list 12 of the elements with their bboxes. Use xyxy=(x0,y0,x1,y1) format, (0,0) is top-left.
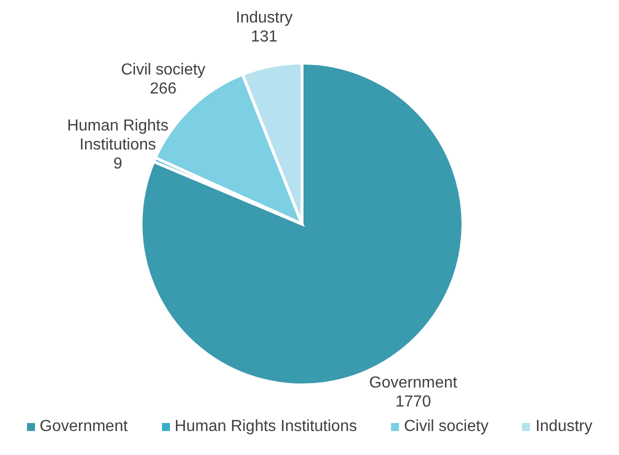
data-label: 131 xyxy=(250,28,278,46)
legend-label: Government xyxy=(38,418,128,436)
data-label: 1770 xyxy=(395,392,432,410)
data-label: 9 xyxy=(113,155,122,172)
slice-label: Human Rights Institutions xyxy=(67,117,168,154)
legend-label: Civil society xyxy=(402,418,488,436)
slice-label: Civil society xyxy=(120,61,206,78)
legend-label: Human Rights Institutions xyxy=(174,418,357,436)
data-label: 266 xyxy=(150,80,177,98)
legend-label: Industry xyxy=(534,418,592,436)
slice-label: Industry xyxy=(236,9,293,26)
slice-label: Government xyxy=(369,374,458,391)
